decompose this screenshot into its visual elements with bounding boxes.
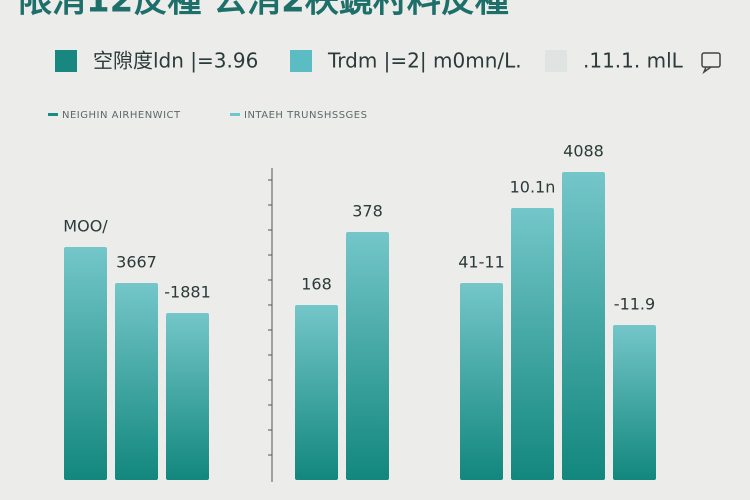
bar bbox=[166, 313, 209, 480]
bar bbox=[64, 247, 107, 480]
legend-icon bbox=[701, 52, 721, 75]
value-label: 10.1n bbox=[510, 178, 556, 197]
value-label: 168 bbox=[301, 275, 332, 294]
subtitle: INTAEH TRUNSHSSGES bbox=[244, 110, 367, 121]
value-label: 3667 bbox=[116, 253, 157, 272]
value-label: 4088 bbox=[563, 142, 604, 161]
legend-label: .11.1. mlL bbox=[583, 49, 684, 73]
value-label: 41-11 bbox=[458, 253, 505, 272]
subtitle-swatch bbox=[230, 113, 240, 116]
bar bbox=[460, 283, 503, 480]
bar bbox=[295, 305, 338, 480]
value-label: 378 bbox=[352, 202, 383, 221]
bar bbox=[511, 208, 554, 480]
chart-title: 限消12反種 公消2秩鏡村料反種 bbox=[18, 0, 509, 21]
bar bbox=[346, 232, 389, 480]
subtitle: NEIGHIN AIRHENWICT bbox=[62, 110, 181, 121]
legend-swatch bbox=[55, 50, 77, 72]
value-label: -11.9 bbox=[614, 295, 655, 314]
bar bbox=[613, 325, 656, 480]
bar bbox=[115, 283, 158, 480]
axis-decoration bbox=[268, 168, 273, 482]
subtitle-swatch bbox=[48, 113, 58, 116]
value-label: MOO/ bbox=[63, 217, 108, 236]
legend-label: 空隙度ldn |=3.96 bbox=[93, 49, 258, 73]
value-label: -1881 bbox=[164, 283, 211, 302]
legend-swatch bbox=[290, 50, 312, 72]
legend-label: Trdm |=2| m0mn/L. bbox=[327, 49, 522, 73]
bar bbox=[562, 172, 605, 480]
legend-swatch bbox=[545, 50, 567, 72]
